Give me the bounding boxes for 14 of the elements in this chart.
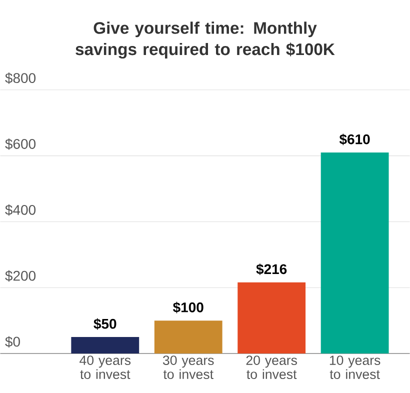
chart-title: Give yourself time: Monthly savings required to reach $100K	[76, 21, 335, 58]
x-tick-label: 10 years to invest	[330, 355, 380, 379]
x-tick-label: 30 years to invest	[162, 355, 214, 379]
data-label: $610	[339, 133, 370, 145]
y-tick-label: $200	[5, 270, 36, 282]
y-tick-label: $400	[5, 204, 36, 216]
y-tick-label: $0	[5, 336, 20, 348]
x-tick-label: 40 years to invest	[80, 355, 131, 379]
x-tick-label: 20 years to invest	[246, 355, 297, 379]
y-tick-label: $600	[5, 138, 36, 150]
data-label: $216	[256, 263, 287, 275]
y-tick-label: $800	[5, 72, 36, 84]
data-label: $100	[172, 302, 204, 313]
data-label: $50	[94, 318, 116, 330]
